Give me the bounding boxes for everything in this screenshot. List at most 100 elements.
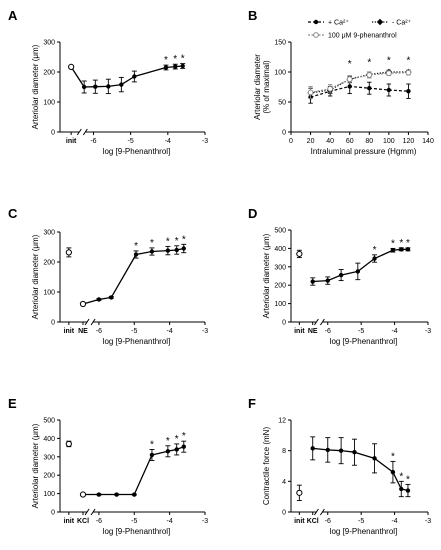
data-point: [405, 69, 412, 76]
x-axis-label: log [9-Phenanthrol]: [103, 527, 171, 536]
y-tick-label: 0: [51, 510, 55, 517]
data-point: [347, 84, 352, 89]
data-point: [296, 489, 303, 496]
data-point: [338, 448, 344, 453]
data-point: [307, 89, 314, 96]
legend-marker: [313, 32, 319, 38]
x-tick-label: 0: [289, 138, 293, 145]
y-tick-label: 12: [278, 418, 286, 425]
x-tick-label: -3: [425, 328, 431, 335]
x-tick-label: -6: [96, 328, 102, 335]
data-point: [81, 84, 87, 90]
panel-d: D 0 100 200 300 400 500 -6 -5 -4 -3 init NE log [9-Ph…: [248, 206, 431, 346]
y-tick-label: 200: [43, 473, 55, 480]
panel-e: E 0 100 200 300 400 500 -6 -5 -4 -3 init KCl log [9-P…: [8, 396, 208, 536]
series-line-segment: [110, 254, 137, 298]
y-tick-label: 200: [43, 70, 55, 77]
x-tick-label-init: init: [66, 138, 77, 145]
y-tick-label: 100: [43, 290, 55, 297]
x-axis-label: log [9-Phenanthrol]: [330, 527, 398, 536]
series-line-segment: [133, 454, 153, 495]
significance-star: *: [166, 236, 170, 247]
data-point: [310, 446, 315, 451]
series-line-segment: [327, 449, 342, 452]
data-point: [390, 248, 396, 253]
data-point: [165, 449, 171, 454]
data-point: [366, 72, 373, 78]
x-tick-label-init: init: [64, 518, 75, 525]
data-point: [390, 469, 396, 475]
data-point: [65, 249, 72, 256]
y-tick-label: 8: [282, 448, 286, 455]
series-line-segment: [340, 270, 358, 276]
series-line-segment: [134, 66, 167, 78]
significance-star: *: [182, 431, 186, 442]
x-tick-label: -5: [358, 328, 364, 335]
data-point: [385, 70, 392, 77]
x-tick-label: 140: [422, 138, 434, 145]
y-tick-label: 200: [43, 260, 55, 267]
data-point: [174, 447, 179, 452]
x-tick-label: 60: [346, 138, 354, 145]
x-tick-label: -5: [131, 518, 137, 525]
x-axis-label: log [9-Phenanthrol]: [330, 337, 398, 346]
x-axis-label: Intraluminal pressure (Hgmm): [311, 147, 417, 156]
x-tick-label: -5: [131, 328, 137, 335]
x-tick-label: -3: [425, 518, 431, 525]
x-tick-label: -4: [391, 518, 397, 525]
x-tick-label: -3: [202, 518, 208, 525]
data-point: [79, 300, 87, 308]
panel-a: A 0 100 200 300 -6 -5 -4 -3 init log [9-Phenanthro…: [8, 8, 208, 156]
data-point: [114, 492, 119, 497]
data-point: [109, 295, 114, 300]
series-line-segment: [151, 249, 168, 253]
x-tick-label: -4: [167, 328, 173, 335]
x-tick-label: -5: [128, 138, 134, 145]
data-point: [296, 250, 303, 258]
panel-label: A: [8, 8, 18, 23]
series-line-segment: [121, 75, 135, 86]
data-point: [346, 76, 353, 83]
series-line-segment: [357, 258, 375, 272]
data-point: [181, 444, 186, 449]
series-line-segment: [312, 279, 328, 283]
data-point: [310, 279, 315, 284]
y-axis-label: Arteriolar diameter (μm): [31, 44, 40, 129]
y-tick-label: 100: [43, 491, 55, 498]
y-tick-label: 200: [274, 283, 286, 290]
data-point: [149, 452, 155, 458]
y-tick-label: 0: [51, 320, 55, 327]
data-point: [133, 252, 139, 257]
x-tick-label-init: init: [64, 328, 75, 335]
data-point: [406, 89, 411, 94]
data-point: [173, 64, 178, 69]
x-tick-label: -4: [165, 138, 171, 145]
significance-star: *: [164, 55, 168, 66]
significance-star: *: [166, 436, 170, 447]
y-tick-label: 300: [43, 230, 55, 237]
legend-marker: [376, 18, 384, 26]
significance-star: *: [150, 439, 154, 450]
data-point: [325, 278, 330, 283]
x-tick-label: -3: [202, 328, 208, 335]
panel-label: F: [248, 396, 256, 411]
significance-star: *: [150, 238, 154, 249]
significance-star: *: [387, 56, 391, 67]
data-point: [79, 491, 87, 498]
data-point: [386, 87, 392, 93]
data-point: [149, 249, 155, 254]
axis-break-mark: [90, 508, 96, 516]
x-tick-label: -4: [391, 328, 397, 335]
data-point: [163, 65, 169, 70]
legend-marker: [313, 19, 319, 25]
significance-star: *: [406, 56, 410, 67]
data-point: [405, 247, 411, 252]
data-point: [174, 247, 179, 253]
legend-label: 100 μM 9-phenanthrol: [328, 33, 397, 40]
y-tick-label: 0: [282, 130, 286, 137]
significance-star: *: [173, 54, 177, 65]
axis-break-mark: [313, 318, 319, 326]
x-axis-label: log [9-Phenanthrol]: [103, 337, 171, 346]
y-tick-label: 500: [43, 418, 55, 425]
